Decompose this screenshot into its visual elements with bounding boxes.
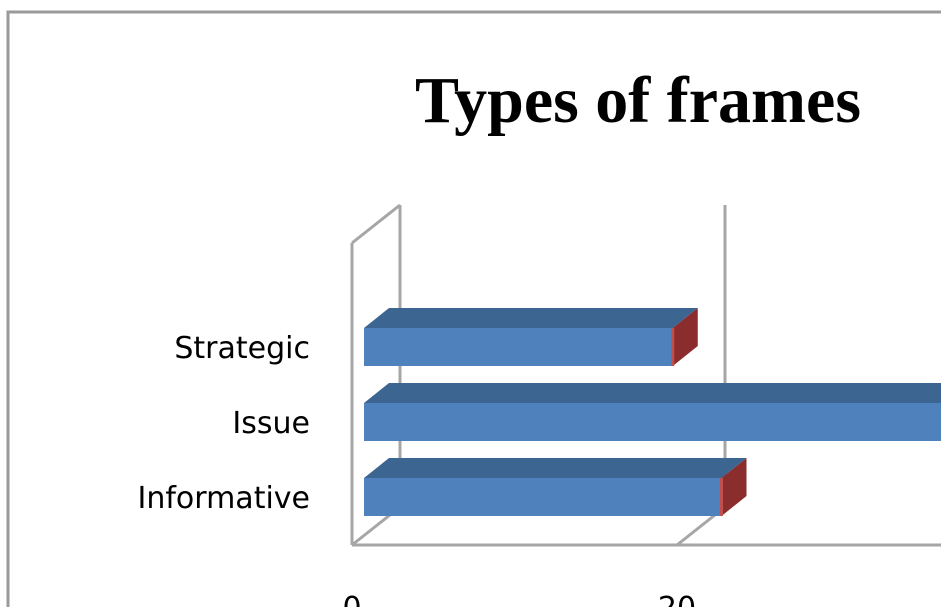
bar: [364, 328, 673, 366]
bar-top: [364, 383, 941, 403]
x-tick-label: 0: [342, 591, 361, 607]
bar-end: [721, 458, 747, 516]
bar: [364, 478, 722, 516]
y-tick-label: Informative: [138, 481, 311, 516]
bar-top: [364, 458, 747, 478]
bar-top: [364, 308, 698, 328]
chart-title: Types of frames: [415, 64, 861, 137]
y-tick-label: Strategic: [174, 331, 310, 366]
wall-edge: [351, 203, 401, 245]
y-tick-label: Issue: [232, 406, 310, 441]
bar-end: [672, 308, 698, 366]
chart-border: [6, 10, 941, 607]
bar: [364, 403, 941, 441]
x-tick-label: 20: [658, 591, 696, 607]
